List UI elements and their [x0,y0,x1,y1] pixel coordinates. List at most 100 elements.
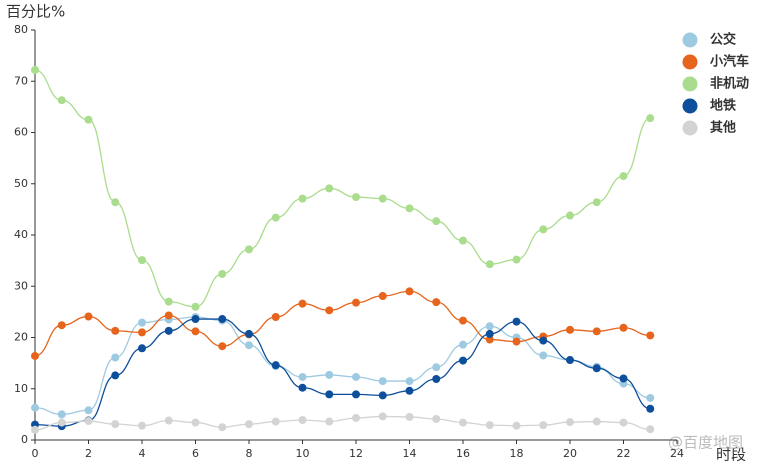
y-axis-label: 百分比% [6,3,65,21]
data-point [245,420,253,429]
data-point [325,417,334,426]
x-axis-label: 时段 [716,446,746,464]
data-point [592,198,601,207]
data-point [57,410,66,419]
data-point [405,287,414,296]
data-point [245,329,253,338]
data-point [298,383,307,392]
data-point [298,416,307,425]
x-tick-label: 14 [403,447,417,460]
data-point [245,341,253,350]
legend-label: 小汽车 [710,54,749,70]
legend-marker [682,120,698,136]
x-tick-label: 10 [296,447,310,460]
series-line [34,290,651,357]
data-point [111,198,120,207]
data-point [432,217,441,226]
data-point [646,425,655,434]
data-point [191,418,200,427]
y-tick-label: 0 [21,433,28,446]
data-point [111,420,120,429]
data-point [57,321,66,330]
data-point [405,377,414,386]
data-point [405,204,414,213]
data-point [191,315,200,324]
data-point [84,115,93,124]
data-point [432,375,441,384]
data-point [138,421,146,430]
data-point [218,269,227,278]
data-point [271,313,280,321]
x-tick-label: 22 [617,447,631,460]
legend-label: 地铁 [710,98,736,114]
data-point [84,406,93,415]
data-point [138,328,146,337]
data-point [218,342,227,351]
data-point [566,356,574,365]
x-tick-label: 20 [563,447,577,460]
data-point [566,325,574,334]
data-point [592,364,601,373]
data-point [378,194,387,203]
data-point [405,412,414,421]
data-point [298,372,307,381]
x-tick-label: 0 [32,447,39,460]
x-tick-label: 2 [85,447,92,460]
legend-label: 其他 [710,120,736,136]
data-point [485,322,494,331]
data-point [298,194,307,203]
y-tick-label: 10 [14,382,28,395]
data-point [138,318,146,327]
data-point [138,344,146,353]
data-point [485,260,494,269]
data-point [378,412,387,421]
data-point [84,312,93,321]
data-point [539,225,548,234]
data-point [619,323,628,332]
data-point [352,413,360,422]
data-point [459,236,467,245]
data-point [512,421,521,430]
data-point [164,297,173,306]
data-point [459,316,467,325]
data-point [512,255,521,264]
data-point [191,302,200,311]
watermark: @百度地图 [668,434,743,452]
legend-marker [682,76,698,92]
y-tick-label: 60 [14,126,28,139]
x-tick-label: 18 [510,447,524,460]
data-point [245,245,253,254]
legend-label: 公交 [710,32,736,48]
data-point [164,311,173,320]
data-point [218,315,227,324]
data-point [218,423,227,432]
y-tick-label: 70 [14,74,28,87]
data-point [84,417,93,426]
data-point [592,417,601,426]
data-point [539,351,548,360]
y-tick-label: 40 [14,228,28,241]
data-point [459,418,467,427]
data-point [271,361,280,370]
data-point [31,403,39,412]
data-point [31,425,39,434]
data-point [378,377,387,386]
data-point [432,298,441,307]
data-point [646,114,655,123]
data-point [378,391,387,400]
data-point [592,327,601,336]
data-point [432,363,441,372]
data-point [111,353,120,362]
y-tick-label: 50 [14,177,28,190]
data-point [138,256,146,265]
data-point [352,390,360,399]
y-tick-label: 80 [14,23,28,36]
data-point [352,372,360,381]
data-point [111,371,120,380]
data-point [191,327,200,336]
data-point [485,421,494,430]
data-point [378,291,387,300]
series-line [34,415,651,431]
data-point [325,370,334,379]
